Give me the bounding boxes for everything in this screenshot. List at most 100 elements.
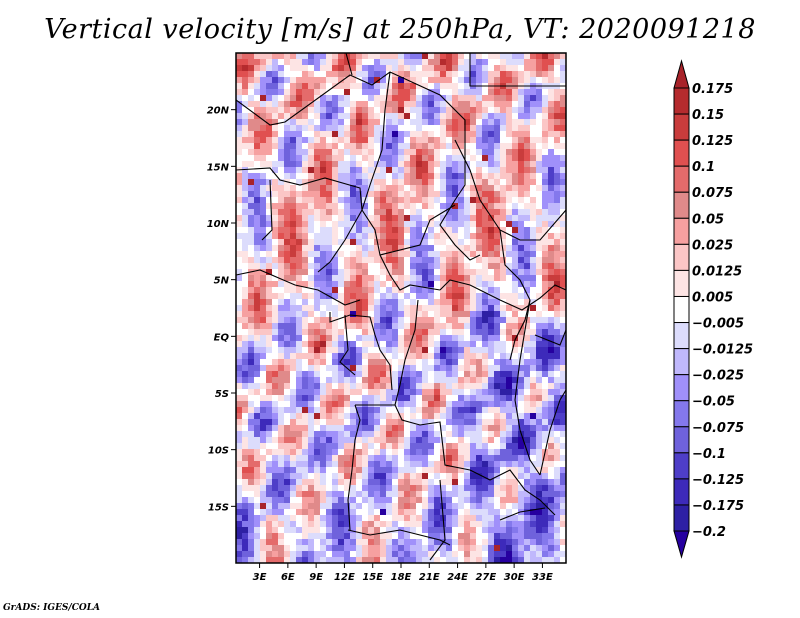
field-cell	[368, 125, 375, 132]
field-cell	[278, 467, 285, 474]
field-cell	[272, 389, 279, 396]
field-cell	[554, 281, 561, 288]
field-cell	[476, 347, 483, 354]
field-cell	[410, 251, 417, 258]
field-cell	[296, 155, 303, 162]
field-cell	[338, 407, 345, 414]
field-cell	[482, 221, 489, 228]
field-cell	[518, 311, 525, 318]
field-cell	[308, 251, 315, 258]
field-cell	[260, 173, 267, 180]
field-cell	[518, 365, 525, 372]
field-cell	[338, 353, 345, 360]
field-cell	[500, 269, 507, 276]
field-cell	[494, 371, 501, 378]
field-cell	[440, 533, 447, 540]
field-cell	[494, 437, 501, 444]
field-cell	[416, 329, 423, 336]
field-cell	[428, 359, 435, 366]
field-cell	[506, 167, 513, 174]
field-cell	[494, 113, 501, 120]
country-border	[509, 299, 531, 361]
field-cell	[398, 131, 405, 138]
field-cell	[254, 185, 261, 192]
field-cell	[326, 401, 333, 408]
field-cell	[362, 155, 369, 162]
field-cell	[416, 497, 423, 504]
field-cell	[302, 323, 309, 330]
field-cell	[470, 533, 477, 540]
field-cell	[536, 557, 543, 563]
field-cell	[374, 425, 381, 432]
field-cell	[344, 323, 351, 330]
field-cell	[410, 155, 417, 162]
field-cell	[530, 515, 537, 522]
field-cell	[416, 203, 423, 210]
field-cell	[434, 77, 441, 84]
field-cell	[296, 419, 303, 426]
field-cell	[356, 551, 363, 558]
field-cell	[422, 371, 429, 378]
field-cell	[416, 221, 423, 228]
field-cell	[506, 521, 513, 528]
field-cell	[272, 251, 279, 258]
field-cell	[344, 383, 351, 390]
field-cell	[500, 125, 507, 132]
field-cell	[470, 251, 477, 258]
field-cell	[338, 65, 345, 72]
field-cell	[320, 539, 327, 546]
field-cell	[536, 515, 543, 522]
field-cell	[458, 89, 465, 96]
field-cell	[338, 293, 345, 300]
field-cell	[416, 191, 423, 198]
field-cell	[362, 173, 369, 180]
field-cell	[308, 95, 315, 102]
field-cell	[236, 239, 243, 246]
field-cell	[254, 263, 261, 270]
field-cell	[386, 371, 393, 378]
field-cell	[530, 443, 537, 450]
field-cell	[494, 503, 501, 510]
field-cell	[506, 443, 513, 450]
field-cell	[302, 461, 309, 468]
field-cell	[374, 497, 381, 504]
field-cell	[356, 305, 363, 312]
field-cell	[518, 71, 525, 78]
field-cell	[422, 557, 429, 563]
field-cell	[338, 227, 345, 234]
field-cell	[554, 305, 561, 312]
field-cell	[266, 137, 273, 144]
field-cell	[326, 413, 333, 420]
field-cell	[242, 95, 249, 102]
field-cell	[554, 203, 561, 210]
field-cell	[248, 191, 255, 198]
field-cell	[356, 71, 363, 78]
field-cell	[536, 125, 543, 132]
field-cell	[524, 209, 531, 216]
field-cell	[464, 551, 471, 558]
field-cell	[512, 449, 519, 456]
field-cell	[260, 161, 267, 168]
field-cell	[530, 485, 537, 492]
field-cell	[314, 191, 321, 198]
field-cell	[506, 191, 513, 198]
field-cell	[302, 557, 309, 563]
field-cell	[470, 269, 477, 276]
field-cell	[278, 335, 285, 342]
field-cell	[290, 275, 297, 282]
field-cell	[452, 527, 459, 534]
field-cell	[326, 311, 333, 318]
field-cell	[362, 437, 369, 444]
field-cell	[308, 455, 315, 462]
field-cell	[482, 467, 489, 474]
field-cell	[368, 425, 375, 432]
field-cell	[272, 467, 279, 474]
field-cell	[338, 125, 345, 132]
field-cell	[536, 203, 543, 210]
field-cell	[440, 473, 447, 480]
field-cell	[320, 233, 327, 240]
field-cell	[368, 395, 375, 402]
lat-tick-label: 5S	[215, 389, 229, 400]
field-cell	[452, 311, 459, 318]
field-cell	[314, 143, 321, 150]
